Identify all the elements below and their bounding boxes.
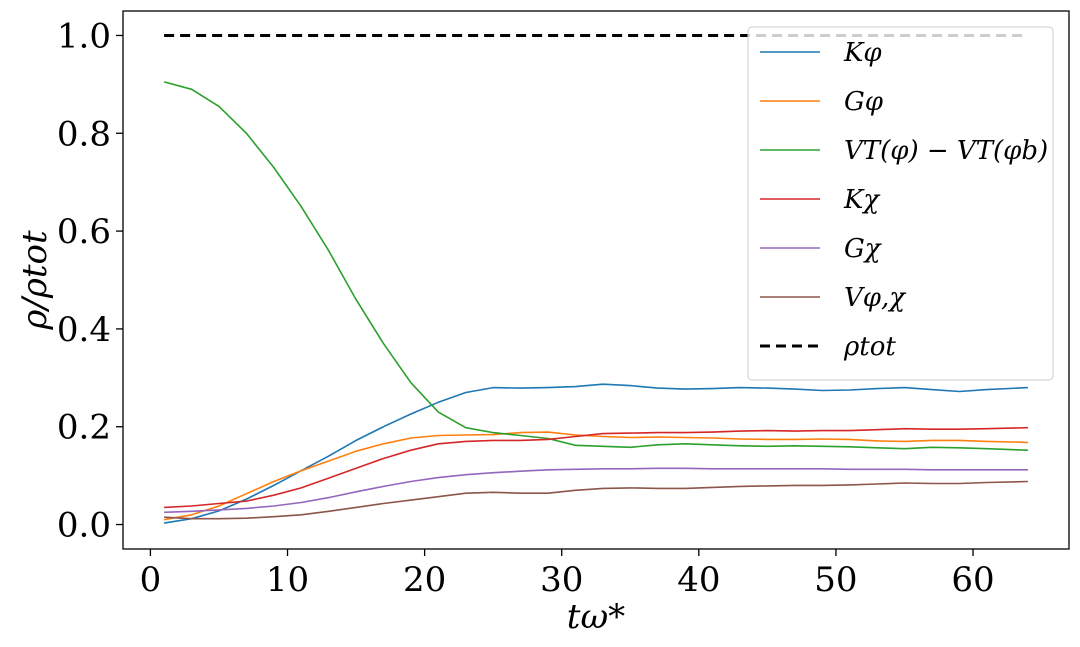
legend-box bbox=[747, 26, 1054, 381]
y-tick-label: 1.0 bbox=[57, 16, 111, 56]
x-tick-label: 40 bbox=[677, 560, 720, 600]
x-tick-label: 20 bbox=[403, 560, 446, 600]
x-axis-label: tω* bbox=[567, 597, 625, 637]
y-tick-label: 0.2 bbox=[57, 408, 111, 448]
series-line-2 bbox=[163, 81, 1028, 451]
series-line-3 bbox=[164, 426, 1028, 509]
x-tick-label: 60 bbox=[951, 560, 994, 600]
legend-label: Kφ bbox=[843, 38, 882, 68]
y-axis-label: ρ/ρtot bbox=[15, 230, 55, 331]
series-line-5 bbox=[164, 480, 1028, 520]
legend-label: Vφ,χ bbox=[844, 283, 907, 313]
legend: Kφ Gφ VT(φ) − VT(φb) Kχ Gχ Vφ,χ ρtot bbox=[747, 26, 1054, 381]
x-tick-label: 50 bbox=[814, 560, 857, 600]
legend-label: VT(φ) − VT(φb) bbox=[844, 136, 1048, 166]
y-tick-label: 0.8 bbox=[57, 114, 111, 154]
legend-label: ρtot bbox=[843, 332, 896, 362]
y-tick-label: 0.0 bbox=[57, 506, 111, 546]
x-tick-label: 10 bbox=[266, 560, 309, 600]
legend-label: Kχ bbox=[843, 185, 881, 215]
legend-label: Gφ bbox=[844, 87, 884, 117]
ticks-layer: 0 10 20 30 40 50 60 0.0 0.2 0.4 0.6 0.8 1.0 bbox=[57, 16, 995, 600]
x-tick-label: 30 bbox=[540, 560, 583, 600]
y-tick-label: 0.6 bbox=[57, 212, 111, 252]
plot-frame bbox=[122, 10, 1070, 550]
series-line-4 bbox=[164, 467, 1028, 514]
y-tick-label: 0.4 bbox=[57, 310, 111, 350]
x-tick-label: 0 bbox=[140, 560, 162, 600]
legend-label: Gχ bbox=[844, 234, 883, 264]
